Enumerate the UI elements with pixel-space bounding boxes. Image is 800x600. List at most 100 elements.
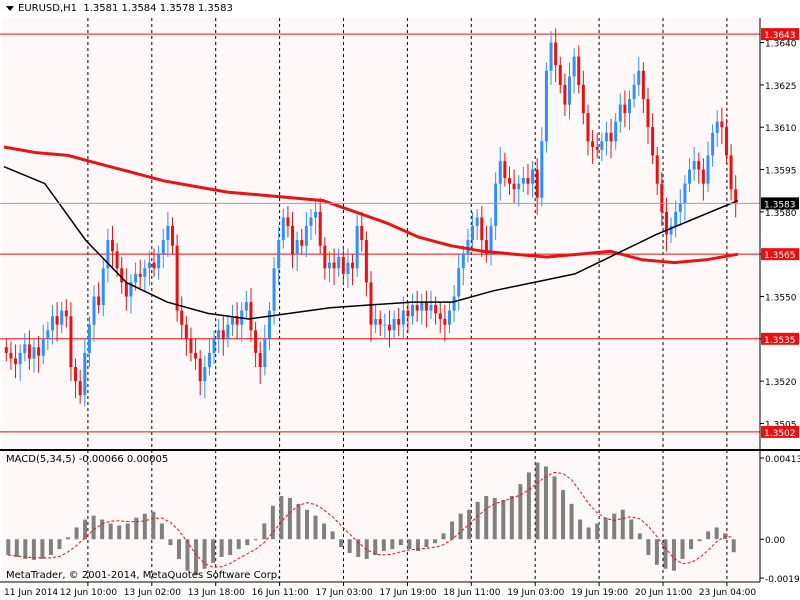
macd-bar [74,527,79,540]
candle-body [392,319,396,331]
candle-body [83,352,87,396]
candle-body [152,262,156,269]
candle-body [360,225,364,241]
candle-body [263,338,267,368]
macd-axis: 0.00413 0.00 -0.00197 [760,455,800,585]
macd-bar [637,533,642,540]
candle-body [651,127,655,156]
macd-bar [202,539,207,569]
candle-body [189,338,193,353]
macd-bar [322,523,327,540]
macd-bar [296,503,301,540]
macd-bar [543,466,548,540]
price-tick-label: 1.3640 [765,40,797,50]
candle-body [692,161,696,170]
candle-body [50,316,54,331]
macd-bar [714,527,719,540]
candle-body [32,347,36,359]
ma-slow-line [3,145,739,265]
candle-body [364,240,368,283]
candle-body [438,313,442,320]
candle-body [291,225,295,255]
time-axis: 11 Jun 2014 12 Jun 10:00 13 Jun 02:00 13 Ju… [4,582,756,598]
current-price-label: 1.3583 [764,200,796,210]
candle-body [489,225,493,255]
macd-pane-bg [2,452,760,581]
candle-body [577,56,581,85]
candle-body [337,256,341,269]
candle-body [447,310,451,325]
macd-bar [680,539,685,559]
candle-body [715,121,719,133]
candle-body [655,155,659,184]
candle-body [314,211,318,218]
macd-bar [57,539,62,550]
time-tick-label: 16 Jun 11:00 [252,588,309,598]
macd-bar [620,509,625,540]
hline-label-bg [761,28,799,41]
candle-body [23,344,27,353]
candle-body [281,217,285,241]
hline-label: 1.3535 [764,336,796,346]
price-tick-label: 1.3550 [765,293,797,303]
hline-labels: 1.3643 1.3565 1.3535 1.3502 1.3583 [761,28,799,439]
macd-bar [6,539,11,555]
horizontal-lines [0,33,760,433]
time-tick-label: 12 Jun 10:00 [60,588,117,598]
candle-body [217,330,221,339]
macd-bar [526,472,531,540]
time-tick-label: 17 Jun 03:00 [316,588,373,598]
candle-body [558,65,562,85]
candle-body [595,146,599,150]
candle-body [563,84,567,105]
candle-body [466,240,470,255]
macd-bar [194,539,199,575]
time-tick-label: 19 Jun 19:00 [571,588,628,598]
macd-bar [142,513,147,540]
candle-body [277,240,281,269]
candle-body [14,358,18,365]
macd-bar [253,539,258,541]
current-price-label-bg [761,197,799,210]
hline-label-bg [761,248,799,261]
candle-body [701,169,705,184]
macd-bar [245,539,250,546]
macd-bar [561,490,566,540]
candle-body [198,358,202,382]
macd-bar [185,539,190,571]
macd-bar [450,521,455,540]
candle-body [244,302,248,311]
time-tick-label: 17 Jun 19:00 [379,588,436,598]
macd-bar [595,523,600,540]
macd-bar [407,539,412,550]
candle-body [286,217,290,226]
candle-body [161,240,165,255]
macd-bar [578,519,583,540]
candle-body [591,141,595,147]
candle-body [618,104,622,122]
candle-body [355,225,359,269]
candle-body [604,132,608,142]
candle-body [295,240,299,255]
macd-bar [23,539,28,559]
candle-body [231,316,235,325]
macd-bar [415,539,420,552]
candle-body [332,262,336,269]
candle-body [641,70,645,99]
candle-body [724,127,728,156]
candle-body [203,367,207,382]
macd-histogram [6,462,736,575]
macd-bar [390,539,395,550]
candle-body [341,256,345,274]
time-tick-label: 11 Jun 2014 [4,588,58,598]
macd-bar [151,511,156,540]
candle-body [549,42,553,71]
candle-body [212,338,216,353]
candle-body [572,56,576,77]
candle-body [194,352,198,359]
menu-triangle-icon[interactable] [6,5,14,11]
candle-body [41,338,45,356]
candle-body [170,225,174,246]
candle-body [397,319,401,325]
macd-bar [731,539,736,553]
